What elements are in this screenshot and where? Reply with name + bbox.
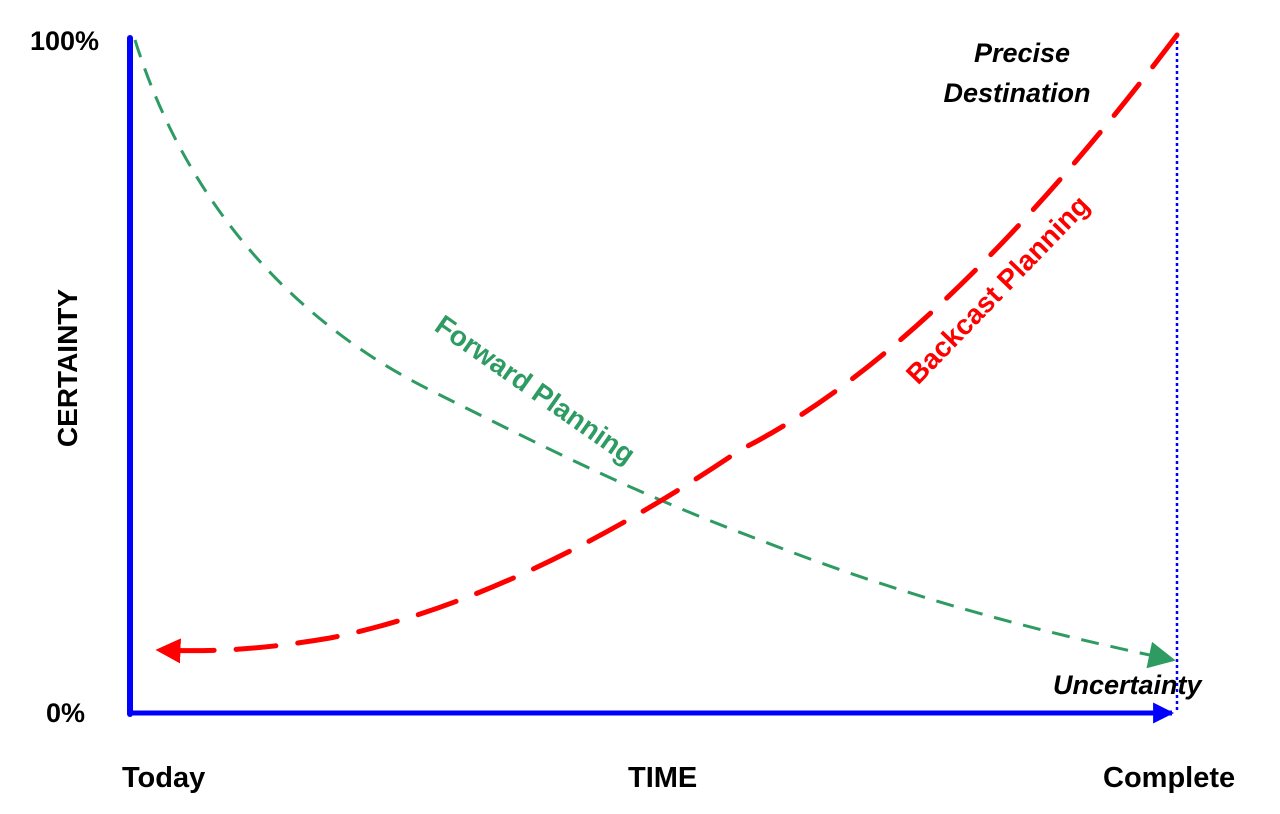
annotation-precise: Precise <box>973 38 1071 68</box>
annotation-uncertainty: Uncertainty <box>1053 670 1202 700</box>
x-axis-title: TIME <box>628 762 698 794</box>
x-label-complete: Complete <box>1103 762 1236 794</box>
y-tick-100-percent: 100% <box>30 26 100 56</box>
y-tick-0-percent: 0% <box>46 698 86 728</box>
backcast-planning-curve <box>155 32 1180 664</box>
x-label-today: Today <box>122 762 206 794</box>
forward-planning-curve <box>133 39 1176 669</box>
y-axis-title: CERTAINTY <box>52 288 83 448</box>
annotation-destination: Destination <box>943 78 1091 108</box>
